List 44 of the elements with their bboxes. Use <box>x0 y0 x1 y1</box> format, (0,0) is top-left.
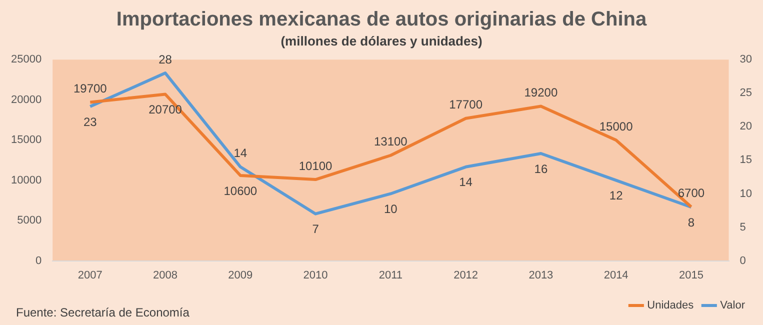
source-note: Fuente: Secretaría de Economía <box>16 305 190 320</box>
data-label: 12 <box>609 188 624 203</box>
y-tick-label: 25000 <box>10 54 42 66</box>
y2-tick-label: 5 <box>740 221 746 234</box>
data-label: 14 <box>234 146 248 160</box>
x-tick-label: 2013 <box>528 269 554 282</box>
data-label: 15000 <box>599 119 634 134</box>
data-label: 10100 <box>298 158 333 173</box>
chart-title: Importaciones mexicanas de autos originarias de China <box>116 8 648 31</box>
y-tick-label: 20000 <box>10 94 42 106</box>
data-label: 19200 <box>524 86 558 100</box>
data-label: 13100 <box>374 134 408 149</box>
data-label: 19700 <box>73 82 108 96</box>
data-label: 6700 <box>678 186 705 200</box>
y2-tick-label: 0 <box>740 254 746 267</box>
x-tick-label: 2014 <box>604 269 628 282</box>
x-tick-label: 2011 <box>378 269 403 282</box>
y2-tick-label: 15 <box>740 154 752 166</box>
x-tick-label: 2015 <box>678 269 704 282</box>
legend-label: Unidades <box>647 300 694 312</box>
y2-tick-label: 10 <box>740 188 752 200</box>
x-tick-label: 2012 <box>454 269 478 282</box>
y2-tick-label: 20 <box>740 120 752 133</box>
data-label: 14 <box>459 175 473 190</box>
y-tick-label: 10000 <box>10 174 42 186</box>
data-label: 28 <box>158 52 172 66</box>
y-tick-label: 15000 <box>10 134 42 146</box>
data-label: 7 <box>312 222 320 236</box>
data-label: 23 <box>83 114 98 129</box>
y-tick-label: 0 <box>35 254 42 267</box>
chart-subtitle: (millones de dólares y unidades) <box>280 33 482 48</box>
x-tick-label: 2007 <box>78 269 102 282</box>
data-label: 10 <box>384 202 398 216</box>
data-label: 17700 <box>449 98 483 112</box>
y-tick-label: 5000 <box>17 214 42 227</box>
x-tick-label: 2010 <box>303 269 328 282</box>
y2-tick-label: 30 <box>740 54 752 66</box>
y2-tick-label: 25 <box>740 87 752 100</box>
data-label: 16 <box>534 162 548 176</box>
x-tick-label: 2009 <box>228 269 253 282</box>
data-label: 10600 <box>224 184 258 198</box>
legend-label: Valor <box>720 300 746 312</box>
x-tick-label: 2008 <box>153 269 178 282</box>
data-label: 8 <box>688 215 695 230</box>
